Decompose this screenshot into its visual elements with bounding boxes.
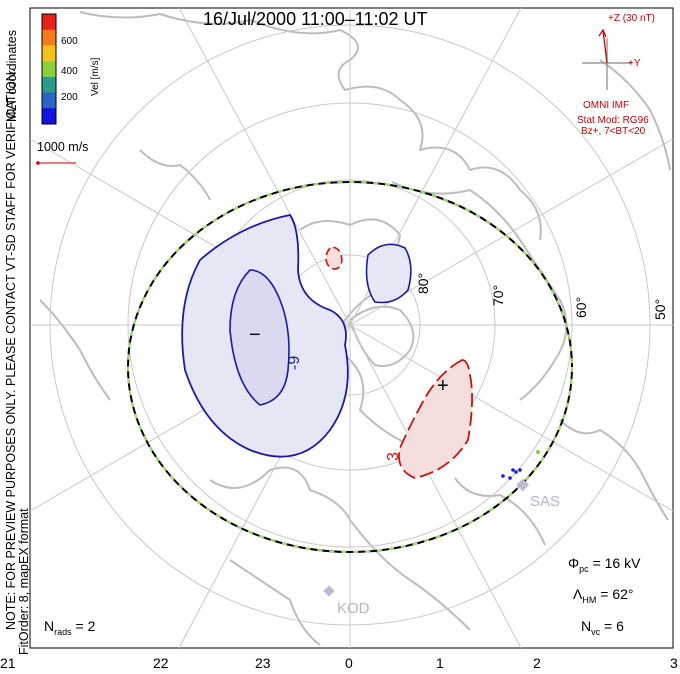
mlt-tick-21: 21 bbox=[0, 655, 16, 671]
mlt-tick-0: 0 bbox=[345, 655, 353, 671]
colorbar-border bbox=[41, 13, 57, 125]
n-rads-stat: Nrads = 2 bbox=[44, 618, 95, 637]
colorbar-tick-600: 600 bbox=[61, 36, 78, 47]
colorbar-swatch bbox=[42, 29, 56, 46]
map-title: 16/Jul/2000 11:00–11:02 UT bbox=[203, 9, 428, 29]
imf-dial bbox=[582, 28, 632, 90]
plot-frame bbox=[29, 7, 674, 649]
colorbar-tick-400: 400 bbox=[61, 66, 78, 77]
lat-label-70: 70° bbox=[490, 284, 506, 306]
n-vc-value: = 6 bbox=[604, 618, 624, 634]
station-kod-label: KOD bbox=[337, 600, 370, 617]
colorbar-swatch bbox=[42, 45, 56, 62]
fit-order-note: FitOrder: 8, mapEX format bbox=[17, 508, 31, 655]
colorbar bbox=[41, 13, 57, 125]
stat-model-line2: Bz+, 7<BT<20 bbox=[581, 126, 646, 137]
imf-z-label: +Z (30 nT) bbox=[608, 13, 655, 24]
coastlines bbox=[39, 11, 671, 646]
colorbar-swatch bbox=[42, 92, 56, 109]
positive-cell bbox=[398, 359, 473, 479]
mlt-tick-2: 2 bbox=[533, 655, 541, 671]
positive-cell-value: 3 bbox=[385, 452, 402, 461]
phi-pc-stat: Φpc = 16 kV bbox=[568, 555, 640, 574]
imf-source: OMNI IMF bbox=[583, 100, 630, 111]
colorbar-swatch bbox=[42, 61, 56, 78]
stat-model-line1: Stat Mod: RG96 bbox=[577, 115, 649, 126]
positive-cell-small bbox=[325, 246, 343, 270]
lambda-hm-sub: HM bbox=[582, 594, 597, 605]
colorbar-swatch bbox=[42, 76, 56, 94]
lat-label-50: 50° bbox=[652, 298, 668, 320]
negative-cell-value: -9 bbox=[286, 355, 303, 370]
negative-cell-small bbox=[365, 243, 412, 304]
n-vc-sub: vc bbox=[591, 626, 601, 637]
mlt-tick-1: 1 bbox=[436, 655, 444, 671]
coords-label: MLT coordinates bbox=[5, 30, 19, 122]
negative-cell-inner bbox=[229, 269, 290, 406]
lambda-hm-value: = 62° bbox=[600, 586, 634, 602]
lambda-hm-symbol: Λ bbox=[573, 586, 583, 602]
hm-boundary-dash bbox=[127, 181, 573, 553]
n-rads-symbol: N bbox=[44, 618, 55, 634]
n-rads-value: = 2 bbox=[75, 618, 96, 634]
positive-cell-plus: + bbox=[437, 375, 449, 397]
lat-label-60: 60° bbox=[573, 296, 589, 318]
mlt-tick-23: 23 bbox=[255, 655, 271, 671]
colorbar-tick-200: 200 bbox=[61, 92, 78, 103]
lat-label-80: 80° bbox=[415, 272, 431, 294]
imf-y-label: +Y bbox=[628, 58, 641, 69]
velocity-scale-label: 1000 m/s bbox=[37, 140, 89, 154]
station-kod-marker bbox=[323, 585, 335, 597]
mlt-tick-3: 3 bbox=[670, 655, 678, 671]
n-rads-sub: rads bbox=[54, 626, 72, 637]
colorbar-swatch bbox=[42, 14, 56, 31]
colorbar-label: Vel [m/s] bbox=[90, 57, 101, 96]
n-vc-symbol: N bbox=[581, 618, 592, 634]
colorbar-swatch bbox=[42, 108, 56, 125]
station-sas-label: SAS bbox=[530, 493, 561, 510]
phi-pc-symbol: Φ bbox=[568, 555, 580, 571]
phi-pc-value: = 16 kV bbox=[592, 555, 641, 571]
n-vc-stat: Nvc = 6 bbox=[581, 618, 624, 637]
velocity-scale-origin bbox=[36, 161, 40, 165]
negative-cell-minus: − bbox=[249, 324, 261, 346]
mlt-tick-22: 22 bbox=[153, 655, 169, 671]
phi-pc-sub: pc bbox=[579, 563, 589, 574]
velocity-vectors bbox=[501, 450, 540, 480]
lambda-hm-stat: ΛHM = 62° bbox=[573, 586, 634, 605]
station-sas-marker bbox=[516, 478, 530, 492]
